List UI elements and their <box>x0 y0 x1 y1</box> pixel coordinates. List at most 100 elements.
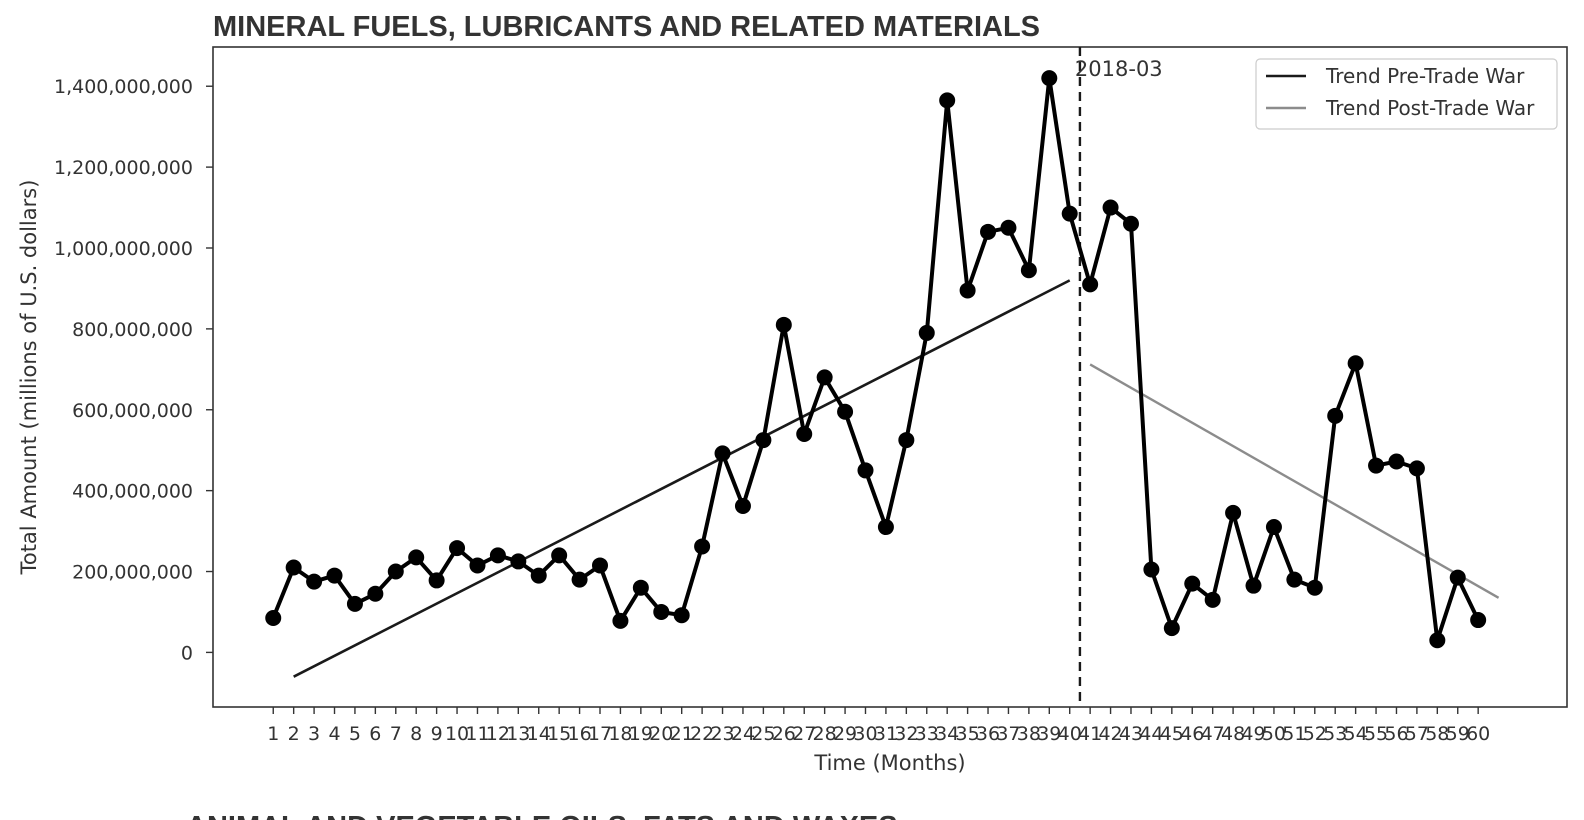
x-tick-label: 27 <box>792 723 816 745</box>
x-tick-label: 18 <box>608 723 632 745</box>
x-tick-label: 55 <box>1364 723 1388 745</box>
x-tick-label: 30 <box>853 723 877 745</box>
y-tick-label: 0 <box>181 642 193 664</box>
x-tick-label: 39 <box>1037 723 1061 745</box>
data-point <box>1041 70 1058 87</box>
x-tick-label: 57 <box>1405 723 1429 745</box>
data-point <box>877 519 894 536</box>
y-tick-label: 400,000,000 <box>72 481 193 503</box>
x-tick-label: 11 <box>465 723 489 745</box>
data-point <box>1122 215 1139 232</box>
legend-box <box>1255 58 1558 130</box>
data-point <box>714 445 731 462</box>
x-tick-label: 56 <box>1384 723 1408 745</box>
x-tick-label: 31 <box>874 723 898 745</box>
x-tick-label: 37 <box>996 723 1020 745</box>
x-axis: 1 2 3 4 5 6 7 8 9 1011121314151617181920212223242… <box>267 707 1490 745</box>
data-point <box>837 403 854 420</box>
x-tick-label: 8 <box>410 723 422 745</box>
data-point <box>1245 577 1262 594</box>
data-point <box>632 579 649 596</box>
x-tick-label: 4 <box>328 723 340 745</box>
x-tick-label: 19 <box>629 723 653 745</box>
data-point <box>1286 571 1303 588</box>
y-axis-label: Total Amount (millions of U.S. dollars) <box>17 180 41 576</box>
data-point <box>898 432 915 449</box>
x-tick-label: 5 <box>349 723 361 745</box>
data-point <box>816 369 833 386</box>
x-tick-label: 22 <box>690 723 714 745</box>
data-point <box>489 547 506 564</box>
data-point <box>1306 579 1323 596</box>
plot-frame <box>212 46 1568 708</box>
data-point <box>918 324 935 341</box>
x-tick-label: 43 <box>1119 723 1143 745</box>
x-tick-label: 52 <box>1303 723 1327 745</box>
x-tick-label: 34 <box>935 723 959 745</box>
x-tick-label: 46 <box>1180 723 1204 745</box>
x-tick-label: 12 <box>486 723 510 745</box>
data-point <box>387 563 404 580</box>
x-tick-label: 6 <box>369 723 381 745</box>
data-point <box>1265 519 1282 536</box>
data-point <box>612 612 629 629</box>
chart-title: MINERAL FUELS, LUBRICANTS AND RELATED MA… <box>213 11 1040 43</box>
x-tick-label: 59 <box>1446 723 1470 745</box>
data-point <box>1408 460 1425 477</box>
data-point <box>1429 632 1446 649</box>
data-point <box>673 607 690 624</box>
x-tick-label: 50 <box>1262 723 1286 745</box>
data-point <box>367 585 384 602</box>
data-point <box>939 92 956 109</box>
data-point <box>1102 199 1119 216</box>
y-tick-label: 1,000,000,000 <box>54 238 193 260</box>
x-tick-label: 36 <box>976 723 1000 745</box>
data-point <box>1368 457 1385 474</box>
data-point <box>796 426 813 443</box>
data-point <box>306 573 323 590</box>
y-tick-label: 1,200,000,000 <box>54 157 193 179</box>
data-point <box>265 610 282 627</box>
x-tick-label: 16 <box>567 723 591 745</box>
data-point <box>1163 620 1180 637</box>
x-tick-label: 17 <box>588 723 612 745</box>
x-tick-label: 48 <box>1221 723 1245 745</box>
data-point <box>1204 591 1221 608</box>
x-tick-label: 41 <box>1078 723 1102 745</box>
x-tick-label: 42 <box>1098 723 1122 745</box>
x-tick-label: 2 <box>288 723 300 745</box>
data-point <box>469 557 486 574</box>
x-tick-label: 14 <box>527 723 551 745</box>
x-tick-label: 26 <box>772 723 796 745</box>
data-point <box>1000 219 1017 236</box>
data-point <box>734 498 751 515</box>
x-tick-label: 29 <box>833 723 857 745</box>
x-tick-label: 45 <box>1160 723 1184 745</box>
data-point <box>326 567 343 584</box>
data-point <box>1470 612 1487 629</box>
x-tick-label: 49 <box>1241 723 1265 745</box>
x-tick-label: 10 <box>445 723 469 745</box>
data-point <box>755 432 772 449</box>
series-marks: 2018-03 <box>265 47 1500 707</box>
x-tick-label: 33 <box>915 723 939 745</box>
data-point <box>1061 205 1078 222</box>
x-tick-label: 53 <box>1323 723 1347 745</box>
y-tick-label: 1,400,000,000 <box>54 76 193 98</box>
data-point <box>551 547 568 564</box>
next-chart-title: ANIMAL AND VEGETABLE OILS, FATS AND WAXE… <box>186 811 898 820</box>
x-tick-label: 20 <box>649 723 673 745</box>
data-point <box>857 462 874 479</box>
data-point <box>285 559 302 576</box>
x-tick-label: 9 <box>431 723 443 745</box>
x-tick-label: 44 <box>1139 723 1163 745</box>
x-tick-label: 13 <box>506 723 530 745</box>
data-point <box>1327 407 1344 424</box>
y-tick-label: 600,000,000 <box>72 400 193 422</box>
x-tick-label: 3 <box>308 723 320 745</box>
x-tick-label: 7 <box>390 723 402 745</box>
trend-line-post-trade-war <box>1089 363 1500 599</box>
data-point <box>530 567 547 584</box>
data-point <box>1388 453 1405 470</box>
